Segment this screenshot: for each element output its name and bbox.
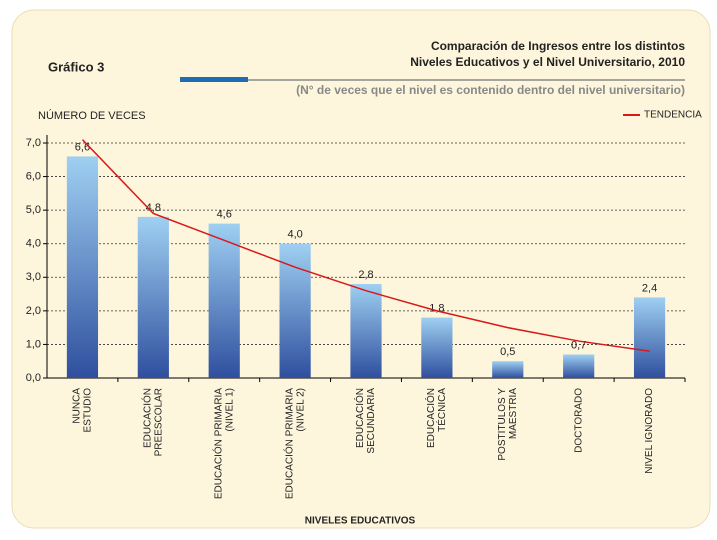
x-tick-label: EDUCACIÓN [140, 388, 153, 448]
x-tick-label: SECUNDARIA [366, 388, 377, 454]
x-tick-label: MAESTRIA [508, 388, 519, 439]
y-tick-label: 4,0 [26, 238, 41, 250]
x-tick-label: EDUCACIÓN [353, 388, 366, 448]
bar [350, 284, 382, 378]
title-rule [180, 77, 248, 82]
x-tick-label: PREESCOLAR [153, 388, 164, 456]
data-label: 0,7 [571, 339, 586, 351]
chart-title: Comparación de Ingresos entre los distin… [431, 39, 685, 53]
x-tick-label: ESTUDIO [83, 388, 94, 433]
y-tick-label: 3,0 [26, 271, 41, 283]
data-label: 2,4 [642, 282, 657, 294]
x-tick-label: EDUCACIÓN [424, 388, 437, 448]
figure-label: Gráfico 3 [48, 59, 104, 74]
legend-label: TENDENCIA [644, 110, 702, 121]
x-tick-label: EDUCACIÓN PRIMARIA [282, 388, 295, 499]
y-tick-label: 7,0 [26, 137, 41, 149]
chart-title: Niveles Educativos y el Nivel Universita… [410, 55, 685, 69]
x-tick-label: (NIVEL 2) [295, 388, 306, 432]
x-tick-label: (NIVEL 1) [224, 388, 235, 432]
data-label: 2,8 [358, 269, 373, 281]
x-axis-label: NIVELES EDUCATIVOS [305, 516, 416, 527]
x-tick-label: POSTITULOS Y [497, 388, 508, 461]
bar [563, 354, 595, 378]
bar [137, 216, 169, 378]
y-tick-label: 6,0 [26, 170, 41, 182]
y-axis-label: NÚMERO DE VECES [38, 109, 146, 122]
y-tick-label: 1,0 [26, 338, 41, 350]
data-label: 4,8 [146, 202, 161, 214]
data-label: 6,6 [75, 141, 90, 153]
x-tick-label: NIVEL IGNORADO [644, 388, 655, 474]
bar [208, 223, 240, 378]
y-tick-label: 5,0 [26, 204, 41, 216]
bar [421, 317, 453, 378]
panel [11, 9, 711, 529]
data-label: 4,0 [287, 229, 302, 241]
data-label: 0,5 [500, 346, 515, 358]
subtitle: (N° de veces que el nivel es contenido d… [296, 83, 685, 97]
y-tick-label: 2,0 [26, 305, 41, 317]
bar [633, 297, 666, 378]
trend-line [81, 139, 650, 352]
x-tick-label: EDUCACIÓN PRIMARIA [211, 388, 224, 499]
bar [279, 243, 311, 378]
x-tick-label: TÉCNICA [435, 388, 448, 432]
x-tick-label: DOCTORADO [573, 388, 584, 453]
bar [66, 156, 99, 378]
data-label: 4,6 [217, 208, 232, 220]
y-tick-label: 0,0 [26, 372, 41, 384]
x-tick-label: NUNCA [72, 388, 83, 424]
bar [492, 361, 524, 378]
